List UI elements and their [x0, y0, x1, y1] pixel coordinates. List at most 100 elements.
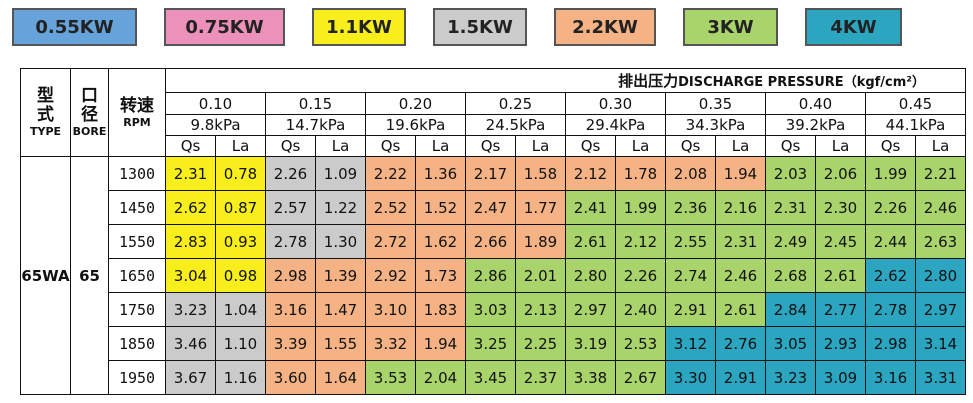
value-cell: 2.46 [715, 258, 766, 293]
sub-header: Qs [265, 135, 316, 157]
sub-header: La [715, 135, 766, 157]
value-cell: 3.60 [265, 360, 316, 395]
value-cell: 2.91 [715, 360, 766, 395]
pressure-kgf: 0.40 [765, 92, 866, 115]
rpm-cell: 1550 [108, 224, 166, 259]
pressure-kgf: 0.10 [165, 92, 266, 115]
pressure-kpa: 24.5kPa [465, 114, 566, 136]
value-cell: 0.78 [215, 156, 266, 191]
value-cell: 2.86 [465, 258, 516, 293]
value-cell: 1.16 [215, 360, 266, 395]
header-row: 9.8kPa 14.7kPa 19.6kPa 24.5kPa 29.4kPa 34.3kP… [21, 114, 966, 136]
type-header: 型式 TYPE [20, 68, 71, 157]
sub-header: La [615, 135, 666, 157]
value-cell: 1.83 [415, 292, 466, 327]
value-cell: 2.76 [715, 326, 766, 361]
value-cell: 2.08 [665, 156, 716, 191]
header-row: Qs La Qs La Qs La Qs La Qs La Qs La Qs La Qs La [21, 135, 966, 157]
value-cell: 1.78 [615, 156, 666, 191]
sub-header: Qs [165, 135, 216, 157]
rpm-cell: 1950 [108, 360, 166, 395]
value-cell: 2.61 [715, 292, 766, 327]
sub-header: La [315, 135, 366, 157]
value-cell: 2.92 [365, 258, 416, 293]
value-cell: 3.09 [815, 360, 866, 395]
header-cn: 转速 [120, 95, 154, 116]
legend-item: 1.1KW [312, 8, 406, 46]
pressure-kgf: 0.15 [265, 92, 366, 115]
pressure-kgf: 0.30 [565, 92, 666, 115]
legend-item: 2.2KW [554, 8, 656, 46]
pressure-kpa: 29.4kPa [565, 114, 666, 136]
legend-item: 1.5KW [433, 8, 527, 46]
value-cell: 2.26 [615, 258, 666, 293]
value-cell: 3.30 [665, 360, 716, 395]
sub-header: La [415, 135, 466, 157]
value-cell: 2.17 [465, 156, 516, 191]
value-cell: 2.12 [615, 224, 666, 259]
pressure-unit: （kgf/cm²） [843, 74, 925, 90]
value-cell: 2.80 [915, 258, 966, 293]
header-cn: 式 [37, 105, 54, 125]
value-cell: 2.98 [865, 326, 916, 361]
value-cell: 2.78 [865, 292, 916, 327]
value-cell: 1.39 [315, 258, 366, 293]
pressure-kgf: 0.20 [365, 92, 466, 115]
pressure-kpa: 44.1kPa [865, 114, 966, 136]
data-row: 1450 2.62 0.87 2.57 1.22 2.52 1.52 2.47 1.77 2.41… [21, 190, 966, 225]
header-en: RPM [123, 115, 151, 129]
rpm-cell: 1450 [108, 190, 166, 225]
header-row: 0.10 0.15 0.20 0.25 0.30 0.35 0.40 0.45 [21, 92, 966, 115]
sub-header: Qs [465, 135, 516, 157]
value-cell: 2.12 [565, 156, 616, 191]
data-row: 65WA 65 1300 2.31 0.78 2.26 1.09 2.22 1.36 2.17 1.… [20, 156, 966, 395]
sub-header: Qs [565, 135, 616, 157]
pressure-header: 排出压力DISCHARGE PRESSURE（kgf/cm²） [165, 68, 966, 93]
value-cell: 1.94 [715, 156, 766, 191]
value-cell: 1.64 [315, 360, 366, 395]
value-cell: 2.44 [865, 224, 916, 259]
value-cell: 2.97 [565, 292, 616, 327]
value-cell: 2.67 [615, 360, 666, 395]
value-cell: 3.23 [765, 360, 816, 395]
value-cell: 2.45 [815, 224, 866, 259]
value-cell: 2.62 [165, 190, 216, 225]
value-cell: 0.93 [215, 224, 266, 259]
pressure-kgf: 0.35 [665, 92, 766, 115]
pressure-kgf: 0.25 [465, 92, 566, 115]
type-cell: 65WA [20, 156, 71, 395]
value-cell: 2.25 [515, 326, 566, 361]
value-cell: 2.31 [165, 156, 216, 191]
value-cell: 3.45 [465, 360, 516, 395]
sub-header: Qs [765, 135, 816, 157]
value-cell: 1.47 [315, 292, 366, 327]
value-cell: 2.63 [915, 224, 966, 259]
value-cell: 0.87 [215, 190, 266, 225]
legend-item: 3KW [683, 8, 778, 46]
value-cell: 3.14 [915, 326, 966, 361]
legend-item: 4KW [805, 8, 902, 46]
value-cell: 1.94 [415, 326, 466, 361]
bore-cell: 65 [70, 156, 109, 395]
value-cell: 2.80 [565, 258, 616, 293]
value-cell: 2.36 [665, 190, 716, 225]
bore-header: 口径 BORE [70, 68, 109, 157]
value-cell: 3.19 [565, 326, 616, 361]
value-cell: 3.31 [915, 360, 966, 395]
value-cell: 3.25 [465, 326, 516, 361]
rpm-cell: 1750 [108, 292, 166, 327]
value-cell: 1.04 [215, 292, 266, 327]
pressure-kgf: 0.45 [865, 92, 966, 115]
value-cell: 2.16 [715, 190, 766, 225]
value-cell: 2.21 [915, 156, 966, 191]
value-cell: 2.46 [915, 190, 966, 225]
value-cell: 3.38 [565, 360, 616, 395]
value-cell: 2.40 [615, 292, 666, 327]
value-cell: 2.04 [415, 360, 466, 395]
value-cell: 2.41 [565, 190, 616, 225]
value-cell: 2.61 [565, 224, 616, 259]
pressure-kpa: 19.6kPa [365, 114, 466, 136]
sub-header: La [215, 135, 266, 157]
value-cell: 2.74 [665, 258, 716, 293]
value-cell: 2.01 [515, 258, 566, 293]
